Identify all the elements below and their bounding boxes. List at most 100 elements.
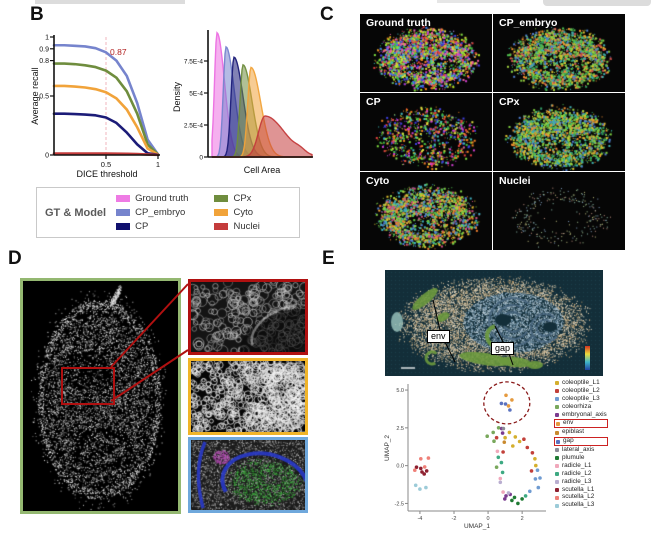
segmentation-image	[360, 14, 492, 92]
umap-legend-entry: plumule	[554, 454, 608, 462]
segmentation-panel-nuclei: Nuclei	[493, 172, 625, 250]
svg-text:1: 1	[45, 35, 49, 42]
umap-legend-entry: coleorhiza	[554, 402, 608, 411]
segmentation-panel-label: Ground truth	[366, 17, 431, 29]
panel-e-label: E	[322, 248, 335, 269]
umap-legend-marker	[555, 479, 559, 484]
umap-legend-label: scutella_L3	[562, 501, 595, 509]
gt-model-legend: GT & Model Ground truth CP_embryo CP CPx Cyt…	[36, 187, 300, 238]
zoom-mask-canvas	[191, 361, 305, 432]
svg-text:0.8: 0.8	[39, 58, 49, 65]
svg-text:5E-4: 5E-4	[189, 91, 203, 98]
average-recall-chart: 0 0.5 0.8 0.9 1 0.5 1 DICE threshold Average rec…	[30, 35, 160, 180]
umap-legend-marker	[555, 381, 559, 386]
umap-legend-entry: coleoptile_L3	[554, 394, 608, 403]
cell-area-density-chart: 0 2.5E-4 5E-4 7.5E-4 Cell Area Density	[172, 30, 313, 175]
umap-legend-label: coleoptile_L1	[562, 379, 600, 386]
segmentation-image	[360, 93, 492, 171]
svg-text:0.5: 0.5	[39, 94, 49, 101]
svg-text:0.0: 0.0	[396, 464, 404, 470]
umap-legend-label: coleoptile_L3	[562, 394, 600, 402]
legend-swatch	[214, 195, 229, 202]
umap-legend-entry: radicle_L3	[554, 477, 608, 486]
legend-entry: CP_embryo	[116, 207, 188, 218]
legend-label: Cyto	[233, 207, 253, 218]
legend-title: GT & Model	[45, 206, 107, 219]
legend-entry: Nuclei	[214, 221, 260, 232]
umap-legend-label: epiblast	[562, 428, 585, 436]
umap-legend-marker	[556, 421, 560, 426]
umap-legend-marker	[555, 487, 559, 492]
umap-legend-label: scutella_L1	[562, 485, 595, 493]
colorbar	[585, 346, 590, 370]
umap-legend-label: radicle_L3	[562, 477, 592, 485]
legend-label: CP_embryo	[135, 207, 186, 218]
umap-legend-entry: scutella_L1	[554, 485, 608, 494]
spatial-tissue-map: env gap	[385, 270, 603, 376]
svg-text:7.5E-4: 7.5E-4	[184, 59, 204, 66]
svg-text:-2.5: -2.5	[395, 501, 404, 507]
segmentation-grid: Ground truth CP_embryo CP CPx Cyto Nucle…	[360, 14, 625, 250]
svg-text:2.5: 2.5	[396, 426, 404, 432]
legend-swatch	[116, 223, 131, 230]
umap-legend-entry: scutella_L3	[554, 502, 608, 509]
segmentation-panel-label: CP_embryo	[499, 17, 558, 29]
segmentation-panel-cp-embryo: CP_embryo	[493, 14, 625, 92]
svg-text:Average recall: Average recall	[30, 67, 40, 124]
umap-legend-marker	[555, 389, 559, 394]
legend-swatch	[116, 195, 131, 202]
svg-text:2: 2	[521, 516, 524, 522]
svg-text:2.5E-4: 2.5E-4	[184, 123, 204, 130]
umap-legend-marker	[555, 404, 559, 409]
legend-label: CPx	[233, 193, 252, 204]
legend-entries: Ground truth CP_embryo CP CPx Cyto Nuclei	[116, 193, 260, 232]
zoom-region-rectangle	[61, 367, 115, 405]
umap-legend-label: radicle_L1	[562, 461, 592, 469]
umap-legend-entry: scutella_L2	[554, 494, 608, 501]
svg-text:-2: -2	[452, 516, 457, 522]
segmentation-panel-label: CP	[366, 96, 381, 108]
cropped-artifact	[35, 0, 185, 4]
cropped-artifact	[543, 0, 651, 6]
svg-text:UMAP_2: UMAP_2	[384, 435, 391, 461]
svg-text:DICE threshold: DICE threshold	[76, 169, 137, 179]
umap-legend-marker	[555, 472, 559, 477]
umap-legend-entry: embryonal_axis	[554, 411, 608, 419]
legend-column: CPx Cyto Nuclei	[214, 193, 260, 232]
zoom-inset-mask	[188, 358, 308, 435]
svg-text:0: 0	[199, 155, 203, 162]
segmentation-panel-cpx: CPx	[493, 93, 625, 171]
svg-text:-4: -4	[417, 516, 422, 522]
legend-label: Ground truth	[135, 193, 189, 204]
legend-column: Ground truth CP_embryo CP	[116, 193, 188, 232]
spatial-map-canvas	[385, 270, 603, 376]
umap-legend-marker	[555, 495, 559, 500]
umap-legend-label: coleorhiza	[562, 402, 592, 410]
segmentation-image	[493, 172, 625, 250]
umap-legend-entry: coleoptile_L1	[554, 379, 608, 387]
segmentation-image	[360, 172, 492, 250]
panel-d-label: D	[8, 248, 22, 269]
legend-swatch	[116, 209, 131, 216]
gap-region-label: gap	[491, 342, 515, 355]
umap-legend-marker	[555, 456, 559, 461]
umap-legend-entry: radicle_L1	[554, 461, 608, 470]
umap-legend-marker	[555, 397, 559, 402]
umap-legend-entry: lateral_axis	[554, 447, 608, 454]
umap-legend-marker	[555, 448, 559, 453]
zoom-raw-canvas	[191, 282, 305, 352]
panel-c-label: C	[320, 4, 334, 25]
svg-text:0: 0	[45, 153, 49, 160]
svg-text:0.5: 0.5	[101, 160, 111, 169]
segmentation-image	[493, 93, 625, 171]
svg-text:Cell Area: Cell Area	[244, 165, 281, 175]
umap-legend-entry: coleoptile_L2	[554, 387, 608, 395]
umap-legend-label: env	[563, 419, 574, 427]
segmentation-panel-label: Nuclei	[499, 175, 531, 187]
segmentation-image	[493, 14, 625, 92]
umap-legend-label: gap	[563, 437, 574, 445]
svg-text:1: 1	[156, 160, 160, 169]
svg-text:0.87: 0.87	[110, 47, 127, 57]
svg-text:UMAP_1: UMAP_1	[464, 523, 490, 530]
